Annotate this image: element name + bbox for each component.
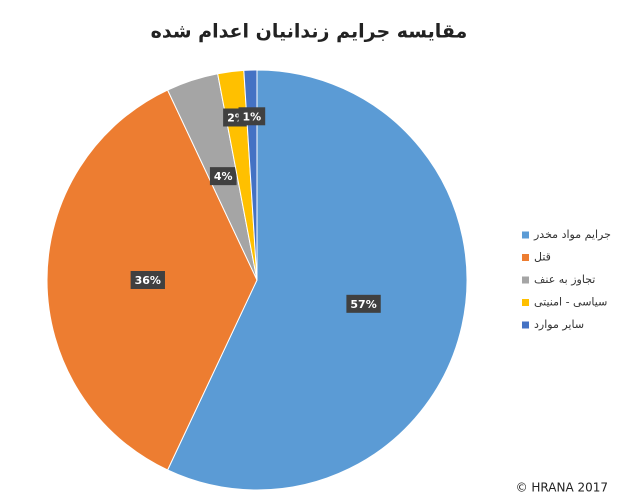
legend-label: قتل bbox=[534, 251, 551, 264]
legend-swatch bbox=[522, 299, 529, 306]
data-label-text: 57% bbox=[350, 298, 376, 311]
chart-title: مقایسه جرایم زندانیان اعدام شده bbox=[151, 21, 468, 43]
credit: © HRANA 2017 bbox=[516, 481, 608, 495]
data-label-text: 36% bbox=[135, 274, 161, 287]
legend-swatch bbox=[522, 321, 529, 329]
legend-label: سیاسی - امنیتی bbox=[534, 296, 607, 309]
data-label-text: 4% bbox=[214, 170, 233, 183]
data-label: 57% bbox=[346, 294, 381, 313]
legend-swatch bbox=[522, 276, 529, 284]
legend-label: تجاوز به عنف bbox=[534, 273, 595, 286]
legend-label: سایر موارد bbox=[534, 318, 584, 331]
data-label-box bbox=[346, 294, 381, 313]
data-label: 1% bbox=[238, 107, 266, 126]
data-label: 4% bbox=[209, 167, 237, 186]
legend-swatch bbox=[522, 254, 529, 261]
data-label-box bbox=[130, 271, 165, 289]
data-label: 36% bbox=[130, 271, 165, 289]
pie-slice bbox=[166, 69, 468, 491]
legend-swatch bbox=[522, 231, 529, 239]
data-label-text: 1% bbox=[243, 110, 262, 123]
data-label-box bbox=[209, 167, 237, 186]
legend-label: جرایم مواد مخدر bbox=[533, 228, 611, 241]
data-label-box bbox=[238, 107, 266, 126]
